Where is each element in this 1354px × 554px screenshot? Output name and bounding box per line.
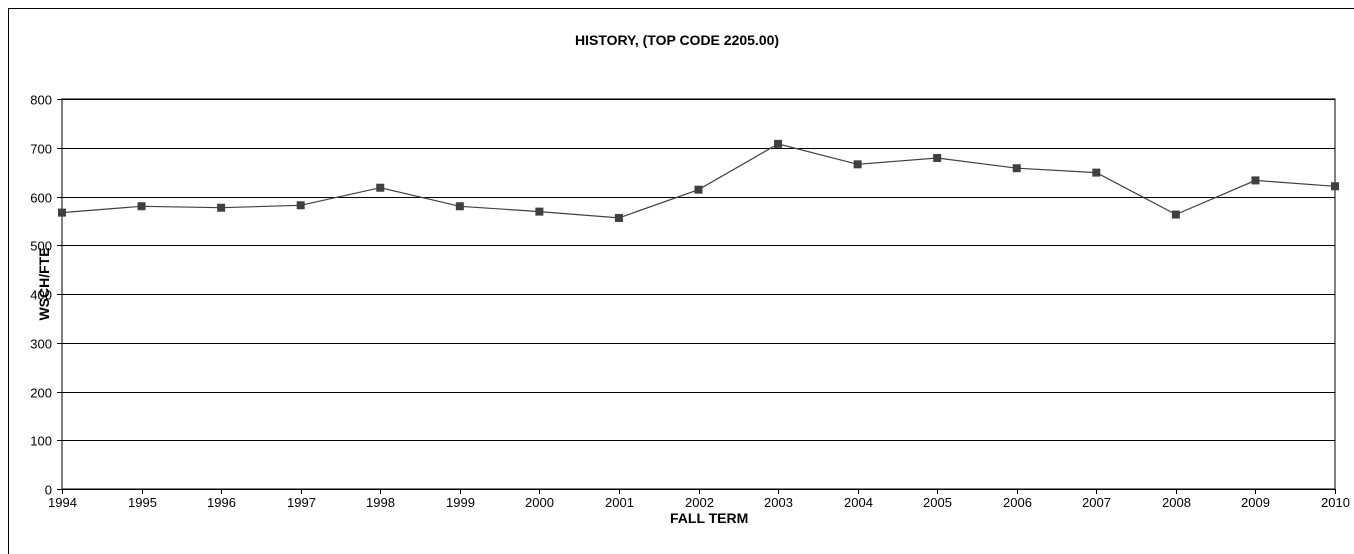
data-point bbox=[217, 204, 225, 212]
y-tick-label: 700 bbox=[30, 142, 52, 157]
x-axis-title: FALL TERM bbox=[670, 510, 748, 526]
x-tick-label: 1997 bbox=[287, 495, 316, 510]
data-point bbox=[138, 202, 146, 210]
series-line bbox=[62, 144, 1335, 218]
data-point bbox=[695, 186, 703, 194]
y-axis-title: WSCH/FTE bbox=[36, 247, 52, 320]
x-tick-label: 1998 bbox=[366, 495, 395, 510]
gridlines bbox=[57, 99, 1335, 490]
data-point bbox=[1172, 211, 1180, 219]
x-tick-label: 2002 bbox=[685, 495, 714, 510]
data-point bbox=[456, 202, 464, 210]
data-point bbox=[1331, 182, 1339, 190]
data-point bbox=[297, 201, 305, 209]
data-series bbox=[58, 140, 1339, 222]
y-tick-label: 300 bbox=[30, 337, 52, 352]
x-tick-label: 2000 bbox=[525, 495, 554, 510]
x-tick-label: 2003 bbox=[764, 495, 793, 510]
y-tick-label: 100 bbox=[30, 434, 52, 449]
x-tick-label: 2001 bbox=[605, 495, 634, 510]
data-point bbox=[1092, 169, 1100, 177]
data-point bbox=[615, 214, 623, 222]
y-tick-label: 800 bbox=[30, 93, 52, 108]
data-point bbox=[535, 208, 543, 216]
x-axis-ticks: 1994 1995 1996 1997 1998 1999 2000 2001 2002 2003… bbox=[48, 489, 1350, 510]
data-point bbox=[1013, 164, 1021, 172]
x-tick-label: 2008 bbox=[1162, 495, 1191, 510]
x-tick-label: 1999 bbox=[446, 495, 475, 510]
data-point bbox=[376, 184, 384, 192]
x-tick-label: 1994 bbox=[48, 495, 77, 510]
x-tick-label: 2004 bbox=[844, 495, 873, 510]
y-tick-label: 600 bbox=[30, 191, 52, 206]
x-tick-label: 1996 bbox=[207, 495, 236, 510]
x-tick-label: 2007 bbox=[1082, 495, 1111, 510]
data-point bbox=[933, 154, 941, 162]
x-tick-label: 2005 bbox=[923, 495, 952, 510]
y-tick-label: 200 bbox=[30, 386, 52, 401]
x-tick-label: 1995 bbox=[128, 495, 157, 510]
data-point bbox=[1251, 176, 1259, 184]
data-point bbox=[854, 160, 862, 168]
data-point bbox=[58, 209, 66, 217]
data-point bbox=[774, 140, 782, 148]
x-tick-label: 2010 bbox=[1321, 495, 1350, 510]
x-tick-label: 2009 bbox=[1241, 495, 1270, 510]
x-tick-label: 2006 bbox=[1003, 495, 1032, 510]
